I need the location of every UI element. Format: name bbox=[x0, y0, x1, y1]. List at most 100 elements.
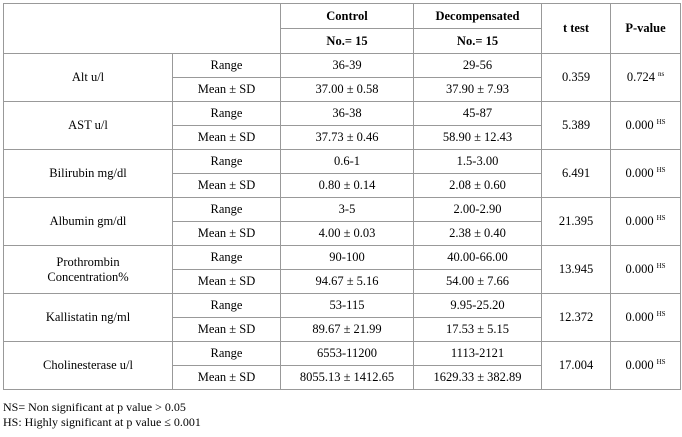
p-value: 0.000 bbox=[625, 166, 654, 180]
significance: ns bbox=[657, 70, 665, 78]
table-row: Mean ± SD 94.67 ± 5.16 54.00 ± 7.66 bbox=[4, 269, 681, 294]
footnote: NS= Non significant at p value > 0.05 bbox=[3, 400, 186, 414]
table-row: Mean ± SD 37.00 ± 0.58 37.90 ± 7.93 bbox=[4, 77, 681, 102]
p-value: 0.000 bbox=[625, 310, 654, 324]
table-row: Prothrombin Concentration% Range 90-100 40.… bbox=[3, 245, 681, 294]
control-mean: 8055.13 ± 1412.65 bbox=[280, 365, 414, 390]
stat-label: Range bbox=[172, 101, 281, 126]
p-value-cell: 0.000 HS bbox=[610, 245, 681, 294]
parameter-cell: Albumin gm/dl bbox=[3, 197, 173, 246]
table-body: Alt u/l Range 36-39 29-56 0.359 0.724 ns Mean ±… bbox=[3, 53, 681, 390]
parameter-cell: Cholinesterase u/l bbox=[3, 341, 173, 390]
significance: HS bbox=[656, 358, 666, 366]
control-mean: 37.73 ± 0.46 bbox=[280, 125, 414, 150]
significance: HS bbox=[656, 214, 666, 222]
decompensated-range: 1113-2121 bbox=[413, 341, 542, 366]
control-range: 53-115 bbox=[280, 293, 414, 318]
table-row: Mean ± SD 4.00 ± 0.03 2.38 ± 0.40 bbox=[4, 221, 681, 246]
parameter-cell: Prothrombin Concentration% bbox=[3, 245, 173, 294]
decompensated-range: 2.00-2.90 bbox=[413, 197, 542, 222]
stat-label: Mean ± SD bbox=[172, 365, 281, 390]
control-range: 36-39 bbox=[280, 53, 414, 78]
p-value: 0.000 bbox=[625, 214, 654, 228]
p-value: 0.000 bbox=[625, 262, 654, 276]
header-cell: No.= 15 bbox=[280, 28, 414, 54]
p-value: 0.000 bbox=[625, 358, 654, 372]
parameter-name: Kallistatin ng/ml bbox=[45, 310, 131, 324]
control-range: 3-5 bbox=[280, 197, 414, 222]
table-row: Kallistatin ng/ml Range 53-115 9.95-25.20 12… bbox=[3, 293, 681, 342]
parameter-name: Alt u/l bbox=[71, 70, 105, 84]
control-range: 90-100 bbox=[280, 245, 414, 270]
significance: HS bbox=[656, 118, 666, 126]
control-mean: 89.67 ± 21.99 bbox=[280, 317, 414, 342]
decompensated-mean: 17.53 ± 5.15 bbox=[413, 317, 542, 342]
header-row: Control Decompensated t test P-value bbox=[3, 3, 681, 54]
header-cell: t test bbox=[541, 3, 611, 54]
stat-label: Range bbox=[172, 53, 281, 78]
header-cell: No.= 15 bbox=[413, 28, 542, 54]
stat-label: Range bbox=[172, 149, 281, 174]
control-mean: 0.80 ± 0.14 bbox=[280, 173, 414, 198]
p-value-cell: 0.000 HS bbox=[610, 149, 681, 198]
parameter-cell: AST u/l bbox=[3, 101, 173, 150]
stat-label: Mean ± SD bbox=[172, 221, 281, 246]
t-value: 0.359 bbox=[541, 53, 611, 102]
stat-label: Range bbox=[172, 341, 281, 366]
parameter-cell: Bilirubin mg/dl bbox=[3, 149, 173, 198]
stat-label: Mean ± SD bbox=[172, 125, 281, 150]
table-row: Alt u/l Range 36-39 29-56 0.359 0.724 ns bbox=[3, 53, 681, 102]
table-row: Mean ± SD 37.73 ± 0.46 58.90 ± 12.43 bbox=[4, 125, 681, 150]
stat-label: Range bbox=[172, 245, 281, 270]
decompensated-mean: 58.90 ± 12.43 bbox=[413, 125, 542, 150]
stat-label: Mean ± SD bbox=[172, 77, 281, 102]
table-row: Mean ± SD 8055.13 ± 1412.65 1629.33 ± 382.… bbox=[4, 365, 681, 390]
header-cell: Control bbox=[280, 3, 414, 29]
table-row: Cholinesterase u/l Range 6553-11200 1113-21… bbox=[3, 341, 681, 390]
p-value-cell: 0.000 HS bbox=[610, 197, 681, 246]
footnote: HS: Highly significant at p value ≤ 0.00… bbox=[3, 415, 201, 429]
decompensated-mean: 1629.33 ± 382.89 bbox=[413, 365, 542, 390]
control-mean: 37.00 ± 0.58 bbox=[280, 77, 414, 102]
stat-label: Mean ± SD bbox=[172, 317, 281, 342]
table-row: Mean ± SD 89.67 ± 21.99 17.53 ± 5.15 bbox=[4, 317, 681, 342]
p-value-cell: 0.000 HS bbox=[610, 293, 681, 342]
table-row: Bilirubin mg/dl Range 0.6-1 1.5-3.00 6.491 0.… bbox=[3, 149, 681, 198]
p-value: 0.000 bbox=[625, 118, 654, 132]
significance: HS bbox=[656, 310, 666, 318]
significance: HS bbox=[656, 166, 666, 174]
significance: HS bbox=[656, 262, 666, 270]
decompensated-mean: 2.38 ± 0.40 bbox=[413, 221, 542, 246]
control-mean: 94.67 ± 5.16 bbox=[280, 269, 414, 294]
t-value: 21.395 bbox=[541, 197, 611, 246]
t-value: 13.945 bbox=[541, 245, 611, 294]
table-row: Albumin gm/dl Range 3-5 2.00-2.90 21.395 0.00… bbox=[3, 197, 681, 246]
decompensated-range: 40.00-66.00 bbox=[413, 245, 542, 270]
decompensated-mean: 37.90 ± 7.93 bbox=[413, 77, 542, 102]
decompensated-mean: 2.08 ± 0.60 bbox=[413, 173, 542, 198]
footnotes: NS= Non significant at p value > 0.05 HS:… bbox=[3, 400, 201, 430]
t-value: 17.004 bbox=[541, 341, 611, 390]
t-value: 5.389 bbox=[541, 101, 611, 150]
p-value-cell: 0.724 ns bbox=[610, 53, 681, 102]
header-cell: Decompensated bbox=[413, 3, 542, 29]
table-row: Mean ± SD 0.80 ± 0.14 2.08 ± 0.60 bbox=[4, 173, 681, 198]
header-row: No.= 15 No.= 15 bbox=[4, 28, 681, 54]
parameter-cell: Alt u/l bbox=[3, 53, 173, 102]
decompensated-range: 45-87 bbox=[413, 101, 542, 126]
stat-label: Range bbox=[172, 197, 281, 222]
stat-label: Mean ± SD bbox=[172, 269, 281, 294]
parameter-name: AST u/l bbox=[68, 118, 108, 132]
t-value: 12.372 bbox=[541, 293, 611, 342]
decompensated-range: 1.5-3.00 bbox=[413, 149, 542, 174]
results-table: Control Decompensated t test P-value No.… bbox=[3, 3, 681, 390]
p-value-cell: 0.000 HS bbox=[610, 101, 681, 150]
t-value: 6.491 bbox=[541, 149, 611, 198]
header-cell: P-value bbox=[610, 3, 681, 54]
control-mean: 4.00 ± 0.03 bbox=[280, 221, 414, 246]
decompensated-range: 9.95-25.20 bbox=[413, 293, 542, 318]
p-value: 0.724 bbox=[626, 70, 655, 84]
decompensated-mean: 54.00 ± 7.66 bbox=[413, 269, 542, 294]
control-range: 36-38 bbox=[280, 101, 414, 126]
